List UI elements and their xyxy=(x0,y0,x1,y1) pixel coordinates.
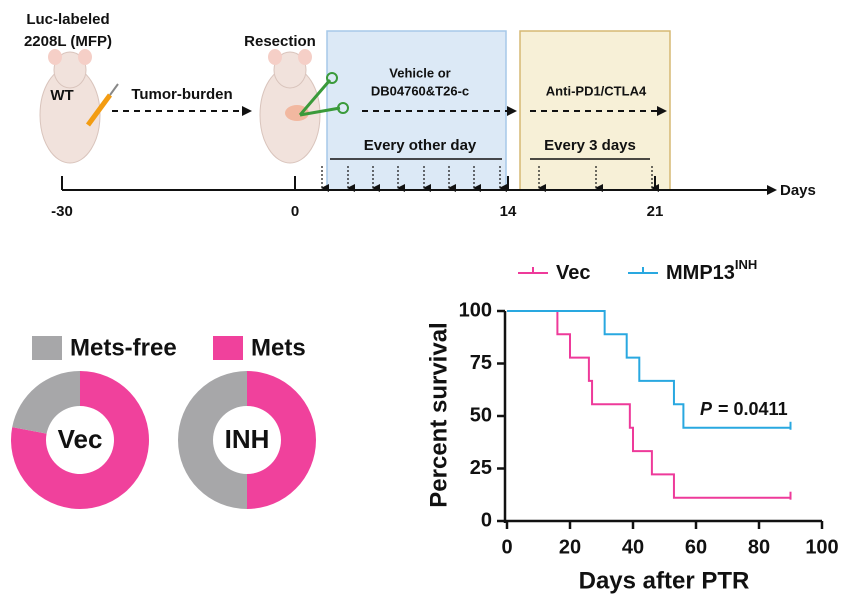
survival-line xyxy=(507,310,791,499)
tick-label: 0 xyxy=(291,203,299,220)
legend-name: Vec xyxy=(556,262,590,284)
y-tick-label: 25 xyxy=(470,457,492,479)
y-tick-label: 50 xyxy=(470,404,492,426)
y-tick-label: 75 xyxy=(470,352,492,374)
survival-line xyxy=(507,310,791,429)
legend-label: Vec xyxy=(556,262,590,284)
tumor-label: Tumor-burden xyxy=(131,86,232,103)
legend-label: Mets-free xyxy=(70,334,177,361)
mouse-icon xyxy=(259,49,349,164)
treatment-box xyxy=(326,30,507,191)
donut-charts: Mets-free Mets Vec INH xyxy=(10,334,316,510)
legend-swatch xyxy=(213,336,243,360)
donut-label: Vec xyxy=(58,424,103,454)
legend-label: Mets xyxy=(251,334,306,361)
donut-segment xyxy=(178,371,247,509)
schedule-label: Every 3 days xyxy=(544,137,636,154)
x-axis-label: Days after PTR xyxy=(579,567,750,594)
model-label: Luc-labeled xyxy=(26,11,109,28)
x-tick-label: 40 xyxy=(622,536,644,558)
schedule-label: Every other day xyxy=(364,137,477,154)
resection-label: Resection xyxy=(244,33,316,50)
treatment-label: DB04760&T26-c xyxy=(371,83,469,98)
treatment-label: Vehicle or xyxy=(389,65,450,80)
survival-chart: 0 25 50 75 100 0 20 40 60 80 100 Percent survival Da… xyxy=(425,257,838,594)
donut-segment xyxy=(10,371,149,510)
treatment-label: Anti-PD1/CTLA4 xyxy=(546,83,647,98)
wt-label: WT xyxy=(50,87,73,104)
y-axis-label: Percent survival xyxy=(425,322,452,507)
donut-label: INH xyxy=(225,424,270,454)
y-tick-label: 100 xyxy=(459,299,492,321)
tick-label: 14 xyxy=(500,203,517,220)
donut-segment xyxy=(12,371,80,434)
mouse-icon xyxy=(39,49,119,164)
tick-label: 21 xyxy=(647,203,664,220)
axis-label: Days xyxy=(780,182,816,199)
annotation: P = 0.0411 xyxy=(700,399,788,419)
tick-label: -30 xyxy=(51,203,73,220)
annotation-symbol: P xyxy=(700,399,713,419)
x-tick-label: 0 xyxy=(501,536,512,558)
x-tick-label: 80 xyxy=(748,536,770,558)
legend-superscript: INH xyxy=(735,257,757,272)
legend-label: MMP13INH xyxy=(666,257,757,284)
x-tick-label: 20 xyxy=(559,536,581,558)
legend-name: MMP13 xyxy=(666,262,735,284)
y-tick-label: 0 xyxy=(481,509,492,531)
donut-segment xyxy=(247,371,316,509)
x-tick-label: 100 xyxy=(805,536,838,558)
legend-swatch xyxy=(32,336,62,360)
annotation-text: = 0.0411 xyxy=(718,399,788,419)
timeline-ticks: -30 0 14 21 xyxy=(51,176,663,220)
model-label: 2208L (MFP) xyxy=(24,33,112,50)
x-tick-label: 60 xyxy=(685,536,707,558)
